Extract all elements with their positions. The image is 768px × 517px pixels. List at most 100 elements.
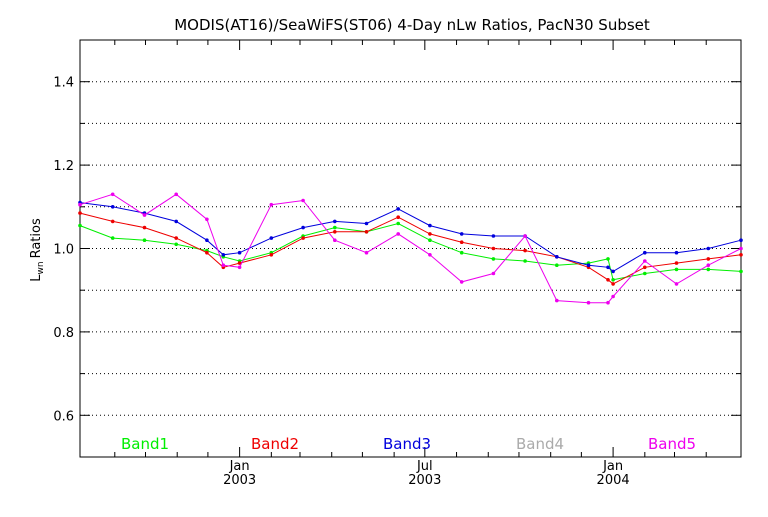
- data-point: [174, 219, 178, 224]
- data-point: [428, 238, 432, 242]
- data-point: [396, 215, 401, 219]
- data-point: [428, 253, 432, 257]
- data-point: [301, 236, 305, 240]
- y-axis-label: Lwn Ratios: [29, 218, 46, 282]
- data-point: [643, 265, 647, 270]
- data-point: [523, 259, 527, 263]
- data-point: [110, 219, 115, 224]
- data-point: [459, 280, 464, 284]
- plot-frame: [79, 39, 742, 458]
- data-point: [364, 221, 369, 226]
- data-point: [674, 261, 679, 265]
- data-point: [706, 246, 711, 251]
- y-tick-label: 1.4: [53, 76, 74, 91]
- data-point: [237, 261, 242, 265]
- y-tick-label: 0.8: [53, 326, 74, 341]
- data-point: [586, 300, 591, 305]
- data-point: [491, 257, 496, 261]
- grid-lines: [80, 81, 741, 416]
- data-point: [142, 213, 147, 217]
- data-point: [706, 263, 711, 268]
- data-point: [643, 250, 647, 255]
- data-point: [205, 238, 209, 242]
- data-point: [459, 232, 464, 236]
- data-point: [606, 278, 610, 282]
- data-point: [333, 238, 337, 242]
- data-point: [674, 250, 679, 255]
- data-point: [555, 254, 559, 259]
- data-point: [333, 230, 337, 234]
- data-point: [459, 250, 464, 255]
- data-point: [396, 221, 401, 226]
- data-point: [459, 240, 464, 244]
- data-point: [611, 294, 615, 299]
- y-tick-label: 1.2: [53, 159, 74, 174]
- data-point: [739, 246, 743, 251]
- data-point: [301, 198, 305, 203]
- x-tick-label-month: Jul: [416, 459, 433, 474]
- data-point: [739, 253, 743, 257]
- data-point: [674, 267, 679, 272]
- data-point: [174, 242, 178, 247]
- data-point: [606, 300, 610, 305]
- data-point: [643, 271, 647, 276]
- data-point: [205, 217, 209, 222]
- data-point: [205, 250, 209, 255]
- y-axis-label-main: L: [29, 274, 44, 282]
- data-point: [174, 236, 178, 240]
- data-point: [110, 205, 115, 209]
- data-point: [110, 192, 115, 197]
- data-point: [396, 207, 401, 211]
- data-point: [78, 202, 82, 207]
- data-point: [78, 223, 82, 228]
- data-point: [269, 236, 274, 240]
- data-point: [586, 263, 591, 268]
- data-point: [269, 253, 274, 257]
- data-point: [606, 257, 610, 261]
- legend-item-band1: Band1: [121, 435, 169, 453]
- data-point: [396, 232, 401, 236]
- series-line-band2: [79, 212, 742, 285]
- legend: Band1 Band2 Band3 Band4 Band5: [121, 435, 696, 453]
- data-point: [611, 278, 615, 282]
- data-point: [555, 298, 559, 303]
- data-point: [221, 263, 226, 268]
- legend-item-band3: Band3: [383, 435, 431, 453]
- data-point: [364, 230, 369, 234]
- data-point: [221, 253, 226, 257]
- data-point: [237, 265, 242, 270]
- y-tick-label: 1.0: [53, 243, 74, 258]
- data-point: [174, 192, 178, 197]
- data-point: [555, 263, 559, 268]
- data-point: [237, 250, 242, 255]
- data-point: [611, 269, 615, 274]
- data-point: [611, 282, 615, 286]
- y-tick-label: 0.6: [53, 409, 74, 424]
- data-point: [333, 225, 337, 230]
- data-point: [491, 271, 496, 276]
- data-point: [269, 202, 274, 207]
- data-point: [643, 259, 647, 263]
- data-point: [674, 282, 679, 286]
- data-series: [78, 192, 743, 305]
- data-point: [78, 211, 82, 215]
- data-point: [110, 236, 115, 240]
- x-tick-label-month: Jan: [229, 459, 250, 474]
- data-point: [606, 265, 610, 270]
- y-axis-label-rest: Ratios: [29, 218, 44, 258]
- series-line-band3: [79, 202, 742, 273]
- data-point: [706, 267, 711, 272]
- data-point: [739, 269, 743, 274]
- data-point: [428, 232, 432, 236]
- data-point: [142, 225, 147, 230]
- data-point: [364, 250, 369, 255]
- legend-item-band2: Band2: [251, 435, 299, 453]
- y-axis-label-subscript: wn: [36, 261, 46, 274]
- data-point: [428, 223, 432, 228]
- data-point: [491, 246, 496, 251]
- data-point: [301, 225, 305, 230]
- series-line-band1: [79, 222, 742, 281]
- data-point: [491, 234, 496, 238]
